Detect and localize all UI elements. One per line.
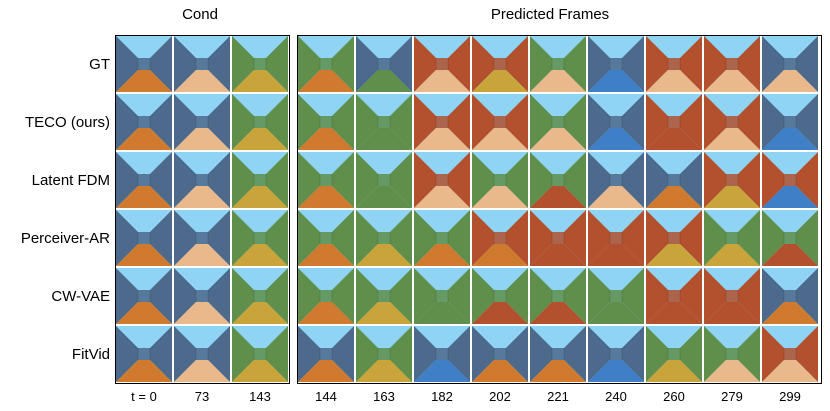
frame-thumbnail bbox=[762, 326, 818, 382]
frame-thumbnail bbox=[530, 152, 586, 208]
frame-thumbnail bbox=[704, 36, 760, 92]
frame-thumbnail bbox=[116, 326, 172, 382]
frame-thumbnail bbox=[356, 152, 412, 208]
frame-thumbnail bbox=[588, 36, 644, 92]
timestep-label: 299 bbox=[779, 389, 801, 404]
frame-thumbnail bbox=[232, 268, 288, 324]
frame-thumbnail bbox=[704, 210, 760, 266]
frame-thumbnail bbox=[298, 94, 354, 150]
frame-thumbnail bbox=[414, 326, 470, 382]
frame-thumbnail bbox=[646, 326, 702, 382]
frame-thumbnail bbox=[298, 152, 354, 208]
frame-thumbnail bbox=[588, 210, 644, 266]
timestep-label: 279 bbox=[721, 389, 743, 404]
frame-thumbnail bbox=[646, 268, 702, 324]
row-label: TECO (ours) bbox=[24, 114, 110, 131]
timestep-label: 260 bbox=[663, 389, 685, 404]
frame-thumbnail bbox=[174, 36, 230, 92]
frame-thumbnail bbox=[646, 36, 702, 92]
frame-thumbnail bbox=[356, 94, 412, 150]
frame-thumbnail bbox=[174, 152, 230, 208]
frame-thumbnail bbox=[116, 210, 172, 266]
predicted-header: Predicted Frames bbox=[490, 6, 610, 23]
frame-thumbnail bbox=[472, 94, 528, 150]
frame-thumbnail bbox=[232, 94, 288, 150]
frame-thumbnail bbox=[356, 268, 412, 324]
frame-thumbnail bbox=[588, 152, 644, 208]
frame-thumbnail bbox=[414, 268, 470, 324]
frame-thumbnail bbox=[530, 36, 586, 92]
frame-thumbnail bbox=[116, 94, 172, 150]
frame-thumbnail bbox=[762, 210, 818, 266]
frame-thumbnail bbox=[414, 94, 470, 150]
frame-thumbnail bbox=[646, 94, 702, 150]
frame-thumbnail bbox=[588, 268, 644, 324]
timestep-label: 73 bbox=[194, 389, 210, 404]
frame-thumbnail bbox=[472, 326, 528, 382]
frame-thumbnail bbox=[530, 268, 586, 324]
frame-thumbnail bbox=[704, 268, 760, 324]
frame-thumbnail bbox=[232, 36, 288, 92]
row-label: FitVid bbox=[71, 346, 110, 363]
frame-thumbnail bbox=[356, 36, 412, 92]
frame-thumbnail bbox=[588, 326, 644, 382]
frame-thumbnail bbox=[174, 326, 230, 382]
frame-thumbnail bbox=[298, 268, 354, 324]
frame-thumbnail bbox=[414, 36, 470, 92]
frame-thumbnail bbox=[646, 210, 702, 266]
frame-thumbnail bbox=[232, 210, 288, 266]
frame-thumbnail bbox=[472, 152, 528, 208]
frame-thumbnail bbox=[298, 36, 354, 92]
frame-thumbnail bbox=[414, 210, 470, 266]
frame-thumbnail bbox=[116, 268, 172, 324]
frame-thumbnail bbox=[116, 152, 172, 208]
timestep-label: 143 bbox=[249, 389, 271, 404]
frame-thumbnail bbox=[356, 326, 412, 382]
row-label: Latent FDM bbox=[31, 172, 110, 189]
frame-thumbnail bbox=[116, 36, 172, 92]
frame-thumbnail bbox=[530, 210, 586, 266]
cond-header: Cond bbox=[182, 6, 218, 23]
frame-thumbnail bbox=[588, 94, 644, 150]
timestep-label: 221 bbox=[547, 389, 569, 404]
frame-thumbnail bbox=[174, 210, 230, 266]
frame-thumbnail bbox=[472, 36, 528, 92]
frame-thumbnail bbox=[414, 152, 470, 208]
frame-thumbnail bbox=[762, 268, 818, 324]
timestep-label: 202 bbox=[489, 389, 511, 404]
frame-thumbnail bbox=[530, 94, 586, 150]
pred-group-border bbox=[297, 35, 822, 384]
cond-group-border bbox=[115, 35, 290, 384]
timestep-label: 144 bbox=[315, 389, 337, 404]
frame-thumbnail bbox=[232, 326, 288, 382]
frame-thumbnail bbox=[762, 36, 818, 92]
frame-thumbnail bbox=[298, 210, 354, 266]
frame-thumbnail bbox=[704, 326, 760, 382]
frame-thumbnail bbox=[232, 152, 288, 208]
frame-thumbnail bbox=[704, 94, 760, 150]
frame-thumbnail bbox=[472, 268, 528, 324]
frame-thumbnail bbox=[762, 152, 818, 208]
timestep-label: 182 bbox=[431, 389, 453, 404]
timestep-label: 163 bbox=[373, 389, 395, 404]
timestep-label: t = 0 bbox=[131, 389, 157, 404]
frame-thumbnail bbox=[356, 210, 412, 266]
frame-thumbnail bbox=[530, 326, 586, 382]
frame-thumbnail bbox=[472, 210, 528, 266]
row-label: CW-VAE bbox=[51, 288, 110, 305]
timestep-label: 240 bbox=[605, 389, 627, 404]
frame-thumbnail bbox=[174, 268, 230, 324]
frame-thumbnail bbox=[762, 94, 818, 150]
frame-thumbnail bbox=[298, 326, 354, 382]
frame-thumbnail bbox=[174, 94, 230, 150]
frame-thumbnail bbox=[646, 152, 702, 208]
row-label: GT bbox=[89, 56, 110, 73]
frame-thumbnail bbox=[704, 152, 760, 208]
row-label: Perceiver-AR bbox=[20, 230, 110, 247]
